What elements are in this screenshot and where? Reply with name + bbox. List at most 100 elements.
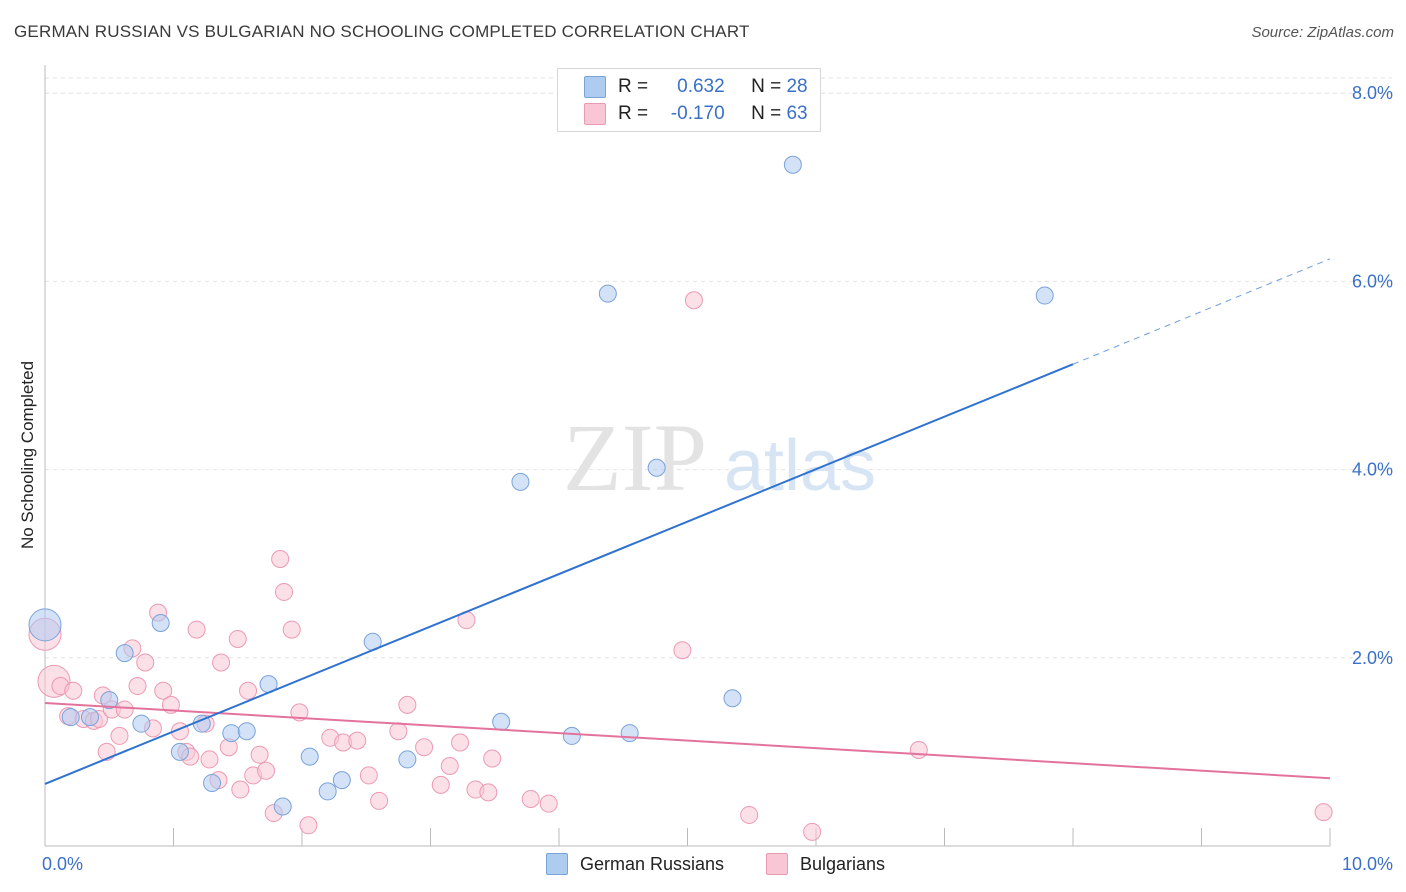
german-russians-point: [492, 712, 511, 731]
bulgarians-point: [115, 700, 134, 719]
watermark-atlas: atlas: [724, 426, 876, 506]
bulgarians-point: [231, 780, 250, 799]
bulgarians-point: [154, 681, 173, 700]
german-russians-point: [80, 708, 99, 727]
german-russians-trend-line: [44, 363, 1074, 785]
legend-r-label: R =: [618, 103, 649, 124]
german-russians-point: [100, 691, 119, 710]
german-russians-point: [115, 644, 134, 663]
bulgarians-point: [128, 677, 147, 696]
german-russians-point: [222, 724, 241, 743]
legend-row-bulgarians: R = -0.170 N = 63: [558, 101, 808, 127]
german-russians-point: [620, 724, 639, 743]
german-russians-point: [332, 771, 351, 790]
legend-n-value: 28: [786, 76, 808, 97]
german-russians-point: [598, 284, 617, 303]
bulgarians-point: [740, 805, 759, 824]
german-russians-point: [511, 472, 530, 491]
bottom-legend-bulgarians: Bulgarians: [766, 852, 885, 876]
german-russians-point: [398, 750, 417, 769]
bulgarians-point: [398, 695, 417, 714]
axes: [44, 65, 1331, 847]
bulgarians-point: [187, 620, 206, 639]
bulgarians-point: [539, 794, 558, 813]
german-russians-point: [151, 613, 170, 632]
german-russians-point: [28, 608, 62, 642]
bulgarians-point: [212, 653, 231, 672]
bottom-legend-label: Bulgarians: [800, 853, 886, 874]
german-russians-points: [28, 155, 1054, 816]
bottom-legend-swatch-blue: [546, 853, 568, 875]
bottom-legend-label: German Russians: [580, 853, 725, 874]
german-russians-point: [170, 742, 189, 761]
bulgarians-point: [479, 783, 498, 802]
bottom-legend-swatch-pink: [766, 853, 788, 875]
y-axis-label: No Schooling Completed: [18, 360, 37, 550]
bulgarians-point: [282, 620, 301, 639]
watermark-zip: ZIP: [563, 404, 707, 511]
gridlines: [45, 77, 1392, 659]
german-russians-trend-extension: [1072, 258, 1331, 365]
trend-lines: [44, 258, 1331, 785]
legend-r-label: R =: [618, 76, 649, 97]
bulgarians-point: [299, 816, 318, 835]
bulgarians-point: [803, 822, 822, 841]
tick-labels: 2.0% 4.0% 6.0% 8.0% 0.0% 10.0%: [42, 83, 1393, 874]
correlation-legend: R = 0.632 N = 28 R = -0.170 N = 63: [557, 68, 821, 132]
y-tick-label: 6.0%: [1352, 271, 1393, 291]
bulgarians-point: [64, 681, 83, 700]
bulgarians-point: [909, 741, 928, 760]
bulgarians-point: [431, 775, 450, 794]
legend-r-value: -0.170: [670, 103, 725, 124]
legend-n-value: 63: [786, 103, 808, 124]
legend-n-label: N =: [751, 103, 782, 124]
bulgarians-point: [348, 731, 367, 750]
bulgarians-point: [389, 722, 408, 741]
y-tick-label: 2.0%: [1352, 648, 1393, 668]
bulgarians-point: [684, 291, 703, 310]
german-russians-point: [562, 726, 581, 745]
bottom-legend-german-russians: German Russians: [546, 852, 724, 876]
bulgarians-point: [415, 738, 434, 757]
bulgarians-point: [521, 789, 540, 808]
bulgarians-point: [228, 629, 247, 648]
bulgarians-point: [110, 726, 129, 745]
bulgarians-point: [440, 757, 459, 776]
source-label: Source: ZipAtlas.com: [1251, 24, 1394, 41]
y-tick-label: 8.0%: [1352, 83, 1393, 103]
bulgarians-points: [28, 291, 1333, 841]
bulgarians-point: [359, 766, 378, 785]
bulgarians-point: [200, 750, 219, 769]
bulgarians-point: [257, 761, 276, 780]
german-russians-point: [300, 747, 319, 766]
german-russians-point: [203, 773, 222, 792]
legend-n-label: N =: [751, 76, 782, 97]
bulgarians-point: [250, 745, 269, 764]
x-tick-label: 10.0%: [1342, 854, 1393, 874]
german-russians-point: [273, 797, 292, 816]
bulgarians-point: [673, 641, 692, 660]
bulgarians-point: [451, 733, 470, 752]
bulgarians-trend-line: [44, 701, 1331, 780]
bulgarians-point: [275, 582, 294, 601]
german-russians-point: [1035, 286, 1054, 305]
german-russians-point: [318, 782, 337, 801]
x-tick-label: 0.0%: [42, 854, 83, 874]
german-russians-point: [132, 714, 151, 733]
legend-swatch-blue: [584, 76, 606, 98]
chart-title: GERMAN RUSSIAN VS BULGARIAN NO SCHOOLING…: [14, 22, 750, 41]
legend-swatch-pink: [584, 103, 606, 125]
bulgarians-point: [271, 550, 290, 569]
legend-row-german-russians: R = 0.632 N = 28: [558, 74, 808, 100]
legend-r-value: 0.632: [677, 76, 725, 97]
watermark: ZIP atlas: [563, 404, 876, 511]
bulgarians-point: [483, 749, 502, 768]
german-russians-point: [61, 708, 80, 727]
y-tick-label: 4.0%: [1352, 460, 1393, 480]
bulgarians-point: [370, 791, 389, 810]
german-russians-point: [647, 458, 666, 477]
bulgarians-point: [1314, 803, 1333, 822]
german-russians-point: [783, 155, 802, 174]
bulgarians-point: [239, 681, 258, 700]
